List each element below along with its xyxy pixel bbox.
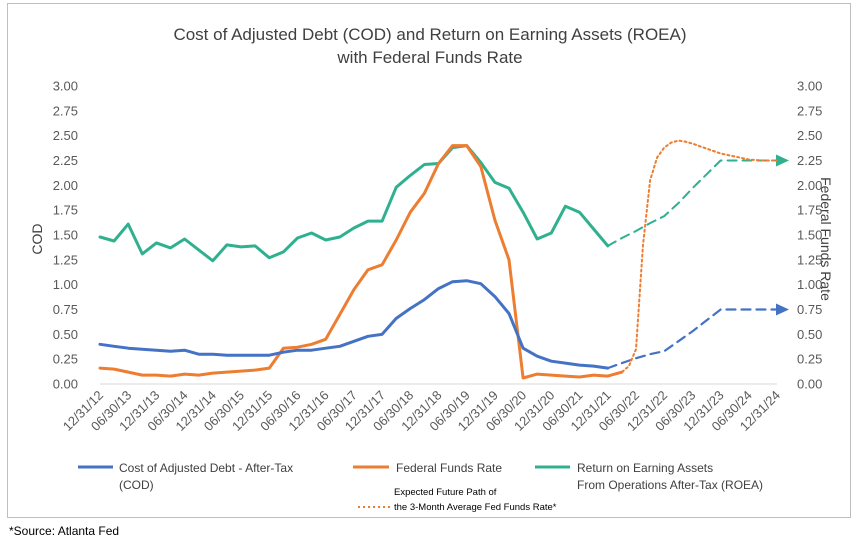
y-tick-label-right: 3.00 — [797, 79, 822, 94]
chart-subtitle: with Federal Funds Rate — [336, 48, 522, 67]
y-tick-label-left: 1.50 — [53, 228, 78, 243]
y-tick-label-left: 2.75 — [53, 103, 78, 118]
y-tick-label-right: 1.75 — [797, 203, 822, 218]
legend-label-roea: Return on Earning Assets — [577, 461, 713, 475]
series-line-roea-future — [606, 159, 778, 247]
series-line-ffr-future — [606, 139, 778, 378]
series-line-cod-future — [606, 308, 779, 370]
legend-label-ffr: Federal Funds Rate — [396, 461, 502, 475]
y-tick-label-left: 0.50 — [53, 327, 78, 342]
y-tick-label-left: 3.00 — [53, 79, 78, 94]
y-tick-label-right: 2.75 — [797, 103, 822, 118]
line-chart: Cost of Adjusted Debt (COD) and Return o… — [29, 25, 834, 513]
y-tick-label-right: 0.25 — [797, 352, 822, 367]
source-note: *Source: Atlanta Fed — [9, 524, 120, 538]
y-axis-left: 0.00 0.25 0.50 0.75 1.00 1.25 1.50 1.75 2.00 2.25… — [53, 79, 78, 392]
series-line-ffr — [98, 144, 624, 380]
y-tick-label-right: 2.00 — [797, 178, 822, 193]
y-tick-label-right: 0.00 — [797, 377, 822, 392]
y-tick-label-right: 1.25 — [797, 252, 822, 267]
y-tick-label-left: 0.00 — [53, 377, 78, 392]
y-tick-label-left: 2.50 — [53, 128, 78, 143]
y-tick-label-left: 2.00 — [53, 178, 78, 193]
y-tick-label-right: 2.50 — [797, 128, 822, 143]
arrow-head-cod-future — [776, 303, 789, 316]
series-line-roea — [98, 144, 610, 263]
series-layer — [98, 139, 789, 380]
legend-label-cod: Cost of Adjusted Debt - After-Tax — [119, 461, 293, 475]
series-line-cod — [98, 279, 610, 370]
y-tick-label-right: 0.50 — [797, 327, 822, 342]
legend-label-future: Expected Future Path of — [394, 487, 497, 498]
legend: Cost of Adjusted Debt - After-Tax (COD) … — [78, 461, 763, 513]
y-axis-label-right: Federal Funds Rate — [818, 177, 834, 301]
y-tick-label-right: 0.75 — [797, 302, 822, 317]
y-axis-label-left: COD — [29, 223, 45, 254]
y-tick-label-right: 1.50 — [797, 228, 822, 243]
legend-label-cod-2: (COD) — [119, 478, 154, 492]
legend-label-future-2: the 3-Month Average Fed Funds Rate* — [394, 502, 557, 513]
x-axis: 12/31/1206/30/1312/31/1306/30/1412/31/14… — [60, 388, 783, 434]
y-axis-right: 0.00 0.25 0.50 0.75 1.00 1.25 1.50 1.75 2.00 2.25… — [797, 79, 822, 392]
y-tick-label-left: 1.25 — [53, 252, 78, 267]
chart-frame: Cost of Adjusted Debt (COD) and Return o… — [7, 3, 851, 518]
legend-label-roea-2: From Operations After-Tax (ROEA) — [577, 478, 763, 492]
y-tick-label-left: 0.25 — [53, 352, 78, 367]
y-tick-label-left: 1.75 — [53, 203, 78, 218]
y-tick-label-right: 2.25 — [797, 153, 822, 168]
y-tick-label-left: 0.75 — [53, 302, 78, 317]
y-tick-label-right: 1.00 — [797, 277, 822, 292]
y-tick-label-left: 2.25 — [53, 153, 78, 168]
chart-title: Cost of Adjusted Debt (COD) and Return o… — [173, 25, 686, 44]
arrow-head-roea-future — [776, 154, 789, 167]
y-tick-label-left: 1.00 — [53, 277, 78, 292]
